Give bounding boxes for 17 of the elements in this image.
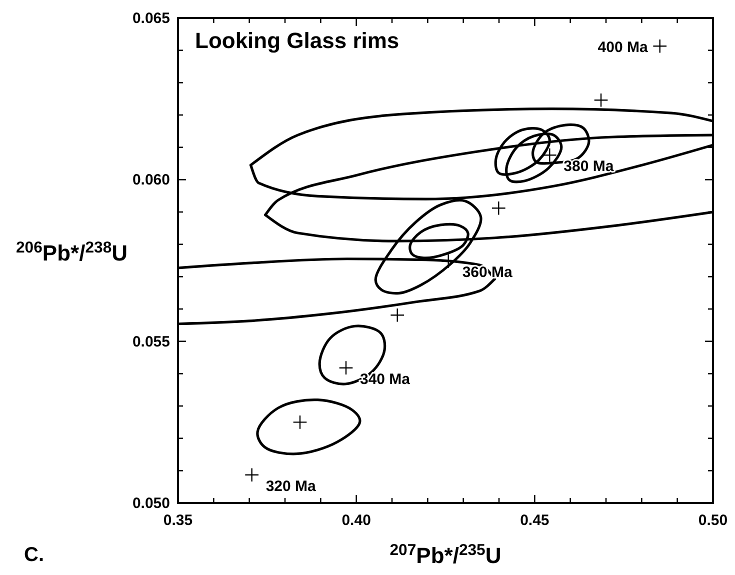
annotation: 380 Ma	[564, 158, 614, 176]
annotation: 360 Ma	[462, 264, 514, 282]
x-tick-label: 0.50	[698, 512, 728, 529]
annotation: 340 Ma	[360, 370, 411, 388]
x-axis-title: $^{207}$Pb*/$^{235}$U	[390, 542, 502, 568]
y-tick-label: 0.065	[132, 10, 170, 27]
y-tick-label: 0.050	[132, 495, 170, 512]
annotation: 400 Ma	[598, 39, 648, 56]
x-tick-label: 0.45	[520, 512, 550, 529]
y-axis-title: $^{206}$Pb*/$^{238}$U	[16, 239, 128, 266]
x-tick-label: 0.35	[163, 512, 193, 529]
y-tick-label: 0.060	[132, 172, 170, 189]
text: Looking Glass rims	[195, 28, 400, 53]
text: C.	[24, 544, 44, 566]
y-tick-label: 0.055	[132, 333, 170, 350]
annotation: 320 Ma	[266, 478, 317, 495]
x-tick-label: 0.40	[342, 512, 371, 529]
